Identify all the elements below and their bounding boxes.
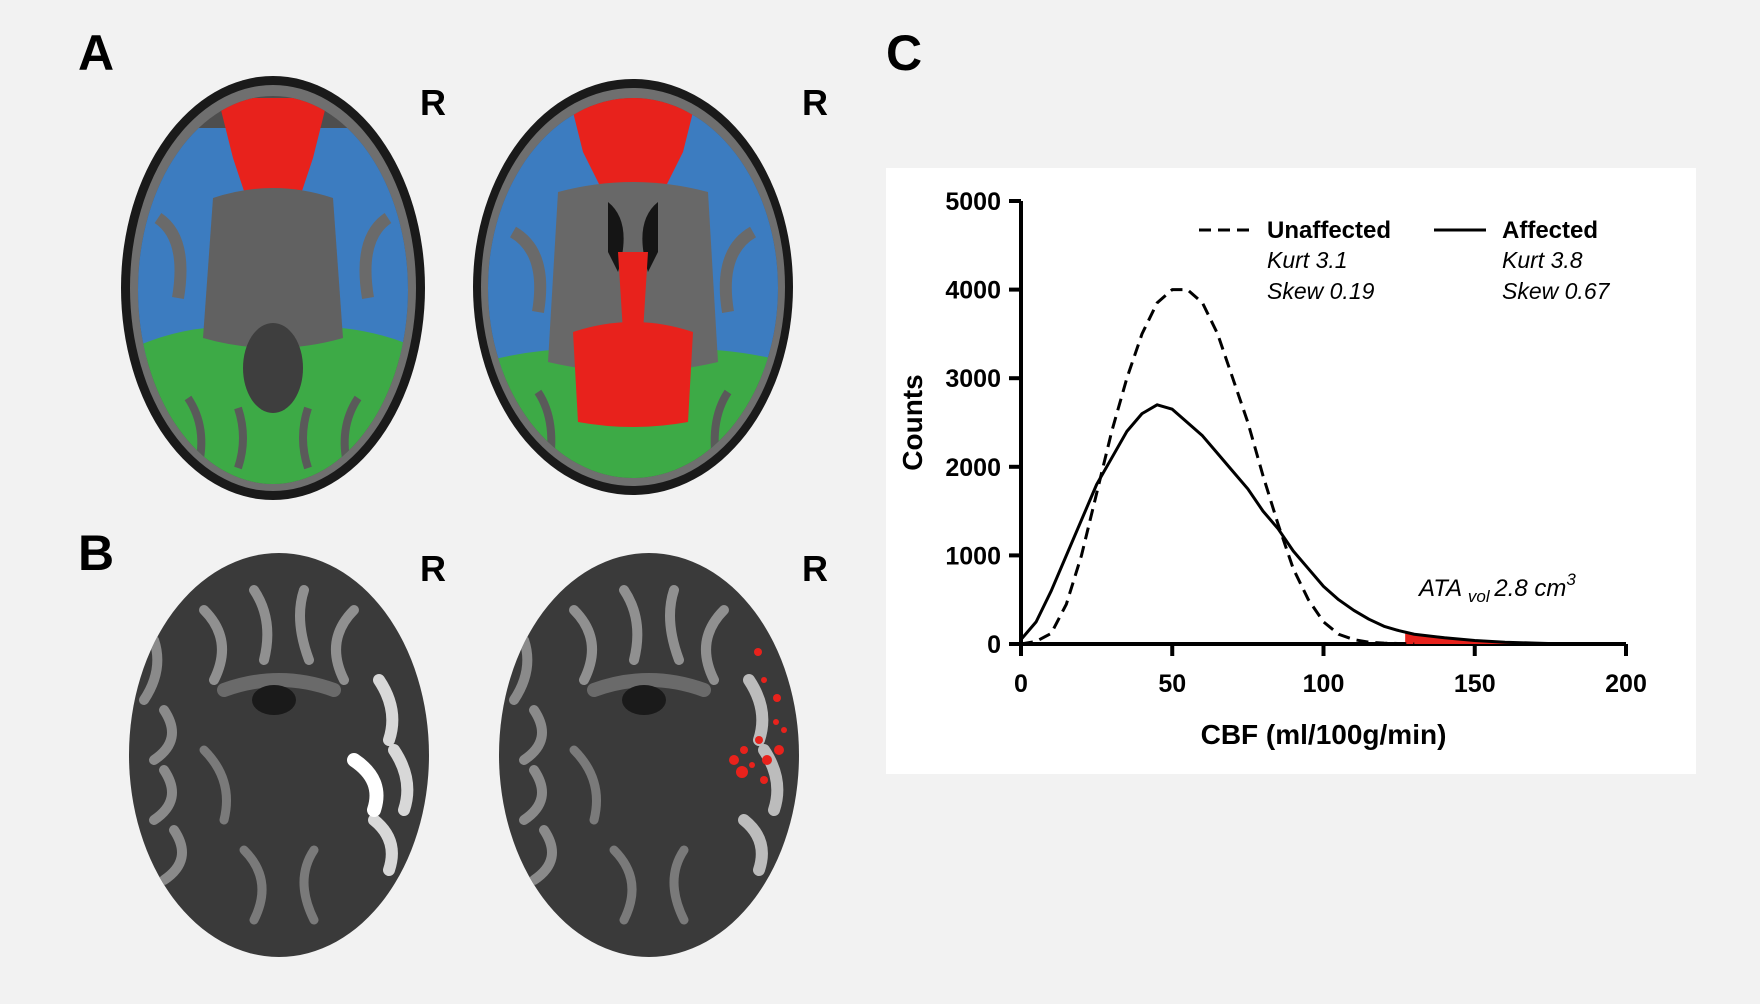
x-tick-label: 50 [1158, 670, 1186, 698]
mri-segmentation-slice-2 [473, 79, 793, 495]
orientation-marker-b2: R [802, 548, 828, 589]
orientation-marker-b1: R [420, 548, 446, 589]
cbf-map-slice-2 [499, 553, 799, 957]
y-tick-label: 4000 [945, 277, 1001, 305]
cbf-map-slice-1 [129, 553, 429, 957]
x-tick-label: 0 [1014, 670, 1028, 698]
mri-segmentation-slice-1 [121, 76, 425, 500]
x-tick-label: 200 [1605, 670, 1647, 698]
series-line-unaffected [1020, 288, 1415, 646]
legend-skew-unaffected: Skew 0.19 [1267, 278, 1375, 304]
y-tick-label: 2000 [945, 454, 1001, 482]
x-tick-label: 150 [1454, 670, 1496, 698]
legend-label-affected: Affected [1502, 217, 1598, 244]
hypoperfusion-spots [729, 648, 787, 784]
x-axis-label: CBF (ml/100g/min) [1201, 719, 1447, 750]
ata-annotation: ATA vol 2.8 cm3 [1417, 570, 1576, 606]
panel-a-label: A [78, 25, 115, 81]
orientation-marker-a2: R [802, 82, 828, 123]
y-tick-label: 1000 [945, 542, 1001, 570]
panel-c-label: C [886, 25, 923, 81]
y-tick-label: 3000 [945, 365, 1001, 393]
legend-skew-affected: Skew 0.67 [1502, 278, 1611, 304]
cbf-histogram-chart: 0 1000 2000 3000 4000 5000 0 50 100 150 200 CBF (ml… [897, 188, 1647, 750]
legend-kurt-affected: Kurt 3.8 [1502, 247, 1583, 273]
y-tick-label: 0 [987, 631, 1001, 659]
panel-b-label: B [78, 525, 115, 581]
y-axis-label: Counts [897, 374, 928, 470]
ata-shaded-region [1405, 632, 1566, 644]
series-line-affected [1019, 403, 1566, 646]
cbf-histogram-panel: 0 1000 2000 3000 4000 5000 0 50 100 150 200 CBF (ml… [886, 168, 1696, 774]
legend-kurt-unaffected: Kurt 3.1 [1267, 247, 1348, 273]
x-tick-label: 100 [1303, 670, 1345, 698]
y-tick-label: 5000 [945, 188, 1001, 216]
orientation-marker-a1: R [420, 82, 446, 123]
legend-label-unaffected: Unaffected [1267, 217, 1391, 244]
